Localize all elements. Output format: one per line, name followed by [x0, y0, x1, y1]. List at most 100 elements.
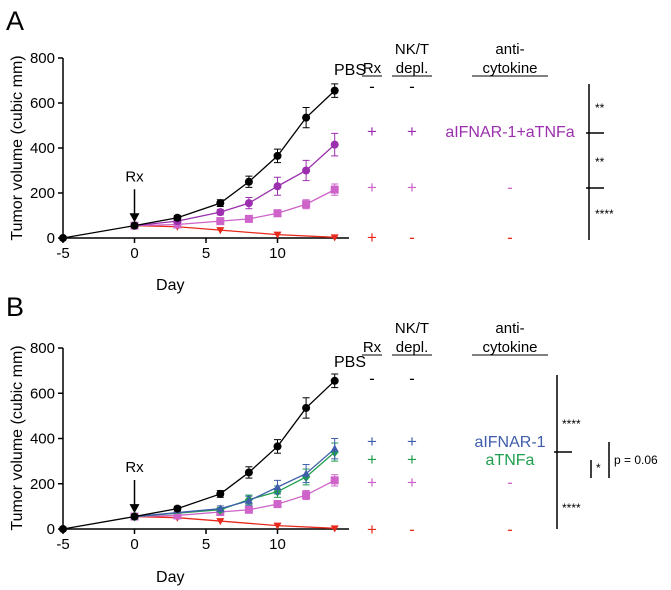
x-tick-label: -5	[56, 245, 69, 262]
legend-nkt-value: -	[409, 520, 415, 539]
data-point	[330, 185, 339, 194]
y-axis-label: Tumor volume (cubic mm)	[9, 345, 26, 530]
legend-nkt-value: -	[409, 369, 415, 388]
data-point	[330, 140, 339, 149]
y-tick-label: 800	[30, 50, 55, 67]
legend-nkt-value: -	[409, 228, 415, 247]
legend-rx-value: +	[367, 122, 377, 141]
significance-brackets: *****p = 0.06****	[554, 375, 658, 529]
data-point	[130, 221, 139, 230]
rx-annotation-label: Rx	[125, 459, 144, 476]
y-axis-label: Tumor volume (cubic mm)	[9, 55, 26, 240]
data-point	[302, 113, 311, 122]
data-point	[330, 476, 339, 485]
legend-rx-value: +	[367, 450, 377, 469]
legend-cytokine-value: -	[507, 520, 513, 539]
data-point	[244, 496, 253, 504]
legend-rx-value: -	[369, 77, 375, 96]
significance-brackets: ********	[586, 84, 614, 240]
data-point	[244, 177, 253, 186]
legend-rx-value: +	[367, 432, 377, 451]
x-axis-label: Day	[156, 569, 184, 586]
data-point	[216, 518, 225, 526]
data-point	[330, 525, 339, 533]
data-point	[330, 376, 339, 385]
data-point	[216, 199, 225, 208]
data-point	[216, 489, 225, 498]
data-point	[273, 500, 282, 509]
legend-cytokine-value: aIFNAR-1	[474, 434, 545, 451]
series	[59, 373, 339, 533]
legend-header-rx: Rx	[363, 60, 382, 77]
series	[130, 132, 339, 230]
x-tick-label: 10	[269, 245, 286, 262]
panel-letter: A	[6, 6, 24, 36]
data-point	[216, 504, 225, 512]
series-line	[134, 448, 336, 518]
y-tick-label: 600	[30, 385, 55, 402]
legend-series-label: PBS	[334, 62, 366, 79]
data-point	[59, 234, 67, 242]
legend-nkt-value: +	[407, 450, 417, 469]
legend-rx-value: +	[367, 520, 377, 539]
legend-header-cytokine: anti-	[495, 41, 524, 58]
legend-header-nkt: depl.	[396, 339, 429, 356]
x-tick-label: 0	[130, 245, 138, 262]
data-point	[273, 151, 282, 160]
data-point	[330, 444, 339, 452]
data-point	[216, 227, 225, 235]
legend-rx-value: +	[367, 473, 377, 492]
data-point	[302, 403, 311, 412]
legend-nkt-value: +	[407, 473, 417, 492]
legend-header-nkt: NK/T	[395, 41, 429, 58]
x-tick-label: -5	[56, 536, 69, 553]
y-tick-label: 200	[30, 185, 55, 202]
y-tick-label: 600	[30, 95, 55, 112]
data-point	[244, 199, 253, 208]
rx-arrow-head	[129, 504, 140, 514]
rx-annotation-label: Rx	[125, 168, 144, 185]
series	[59, 83, 339, 242]
legend-header-rx: Rx	[363, 339, 382, 356]
data-point	[173, 213, 182, 222]
significance-label: *	[596, 461, 601, 475]
legend-rx-value: +	[367, 228, 377, 247]
data-point	[302, 200, 311, 209]
data-point	[330, 234, 339, 242]
significance-label: p = 0.06	[614, 453, 658, 467]
legend-cytokine-value: -	[507, 473, 513, 492]
data-point	[273, 522, 282, 530]
data-point	[273, 209, 282, 218]
series-line	[62, 380, 336, 530]
rx-arrow-head	[129, 213, 140, 223]
data-point	[216, 217, 225, 226]
data-point	[273, 483, 282, 491]
data-point	[244, 505, 253, 514]
significance-label: **	[595, 101, 605, 115]
y-tick-label: 800	[30, 340, 55, 357]
data-point	[130, 512, 139, 521]
series-line	[134, 451, 336, 518]
y-tick-label: 0	[47, 230, 55, 247]
series-line	[62, 90, 336, 239]
significance-label: **	[595, 155, 605, 169]
legend-cytokine-value: -	[507, 228, 513, 247]
data-point	[216, 208, 225, 217]
data-point	[173, 504, 182, 513]
series-line	[134, 515, 335, 529]
data-point	[173, 511, 182, 520]
series-line	[134, 224, 335, 238]
legend-header-nkt: depl.	[396, 60, 429, 77]
x-tick-label: 5	[202, 245, 210, 262]
data-point	[302, 491, 311, 500]
legend-series-label: PBS	[334, 354, 366, 371]
significance-label: ****	[562, 501, 581, 515]
legend-header-cytokine: anti-	[495, 320, 524, 337]
